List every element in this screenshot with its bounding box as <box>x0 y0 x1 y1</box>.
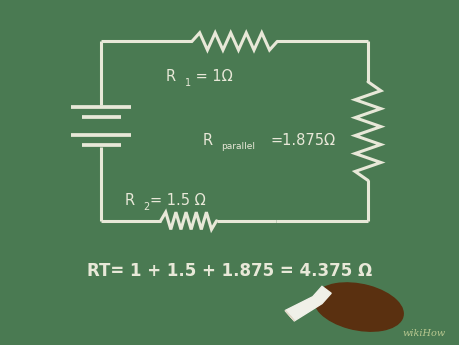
Text: RT= 1 + 1.5 + 1.875 = 4.375 Ω: RT= 1 + 1.5 + 1.875 = 4.375 Ω <box>87 262 372 280</box>
Text: wikiHow: wikiHow <box>402 329 445 338</box>
Text: =1.875Ω: =1.875Ω <box>270 133 335 148</box>
Text: R: R <box>124 193 134 208</box>
Text: 2: 2 <box>143 202 150 212</box>
Text: = 1.5 Ω: = 1.5 Ω <box>149 193 205 208</box>
Text: R: R <box>165 69 175 84</box>
Text: R: R <box>202 133 212 148</box>
Polygon shape <box>285 310 294 321</box>
Ellipse shape <box>313 283 403 331</box>
Text: 1: 1 <box>185 78 190 88</box>
Text: = 1Ω: = 1Ω <box>190 69 232 84</box>
Text: parallel: parallel <box>220 142 254 151</box>
Polygon shape <box>285 286 330 321</box>
